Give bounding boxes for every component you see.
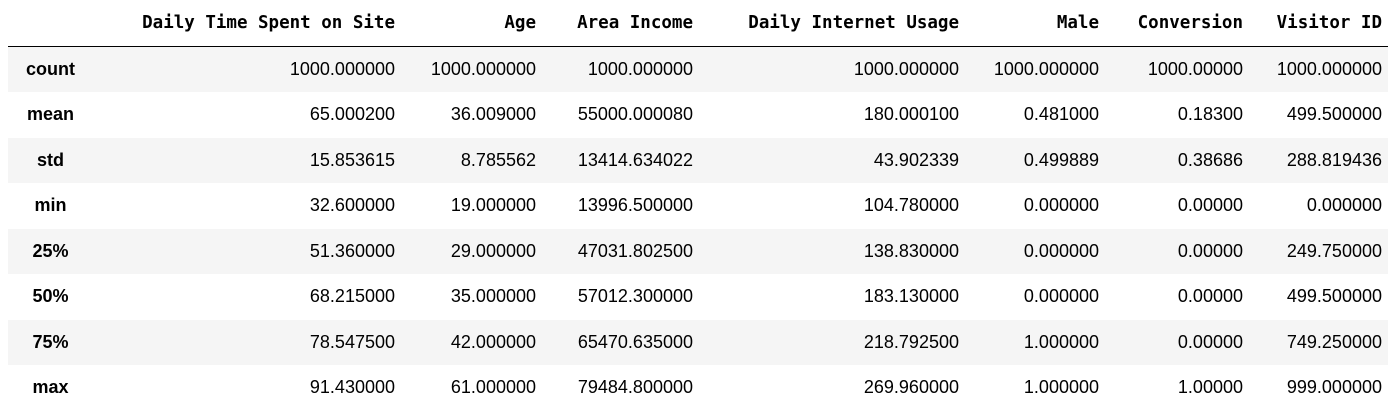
table-cell: 0.000000 <box>965 228 1105 274</box>
table-cell: 0.481000 <box>965 92 1105 138</box>
table-header: Daily Time Spent on Site Age Area Income… <box>8 0 1388 47</box>
column-header: Area Income <box>542 0 699 47</box>
table-row: 25% 51.360000 29.000000 47031.802500 138.830… <box>8 228 1388 274</box>
table-cell: 1000.00000 <box>1105 46 1249 92</box>
table-cell: 35.000000 <box>401 274 542 320</box>
table-cell: 61.000000 <box>401 365 542 410</box>
header-row: Daily Time Spent on Site Age Area Income… <box>8 0 1388 47</box>
table-cell: 249.750000 <box>1249 228 1388 274</box>
table-cell: 51.360000 <box>93 228 401 274</box>
table-cell: 68.215000 <box>93 274 401 320</box>
table-cell: 65.000200 <box>93 92 401 138</box>
row-label: min <box>8 183 93 229</box>
row-label: max <box>8 365 93 410</box>
table-cell: 0.38686 <box>1105 137 1249 183</box>
table-cell: 13996.500000 <box>542 183 699 229</box>
table-body: count 1000.000000 1000.000000 1000.000000 10… <box>8 46 1388 410</box>
row-label: 75% <box>8 319 93 365</box>
describe-table: Daily Time Spent on Site Age Area Income… <box>8 0 1388 410</box>
table-row: mean 65.000200 36.009000 55000.000080 180.00… <box>8 92 1388 138</box>
table-cell: 1.00000 <box>1105 365 1249 410</box>
table-cell: 43.902339 <box>699 137 965 183</box>
table-cell: 29.000000 <box>401 228 542 274</box>
table-cell: 78.547500 <box>93 319 401 365</box>
column-header: Daily Time Spent on Site <box>93 0 401 47</box>
table-row: min 32.600000 19.000000 13996.500000 104.780… <box>8 183 1388 229</box>
table-cell: 138.830000 <box>699 228 965 274</box>
table-cell: 1000.000000 <box>542 46 699 92</box>
table-cell: 1000.000000 <box>965 46 1105 92</box>
column-header: Age <box>401 0 542 47</box>
table-cell: 91.430000 <box>93 365 401 410</box>
row-label: std <box>8 137 93 183</box>
row-label: 50% <box>8 274 93 320</box>
table-cell: 0.00000 <box>1105 319 1249 365</box>
table-cell: 79484.800000 <box>542 365 699 410</box>
table-cell: 0.18300 <box>1105 92 1249 138</box>
table-cell: 999.000000 <box>1249 365 1388 410</box>
table-cell: 0.499889 <box>965 137 1105 183</box>
table-cell: 1000.000000 <box>1249 46 1388 92</box>
table-cell: 1.000000 <box>965 365 1105 410</box>
table-row: max 91.430000 61.000000 79484.800000 269.960… <box>8 365 1388 410</box>
table-cell: 0.000000 <box>965 183 1105 229</box>
table-cell: 42.000000 <box>401 319 542 365</box>
table-row: std 15.853615 8.785562 13414.634022 43.90233… <box>8 137 1388 183</box>
table-cell: 0.000000 <box>1249 183 1388 229</box>
table-cell: 1000.000000 <box>401 46 542 92</box>
table-cell: 57012.300000 <box>542 274 699 320</box>
table-cell: 15.853615 <box>93 137 401 183</box>
table-cell: 1000.000000 <box>699 46 965 92</box>
table-cell: 749.250000 <box>1249 319 1388 365</box>
column-header: Male <box>965 0 1105 47</box>
table-cell: 32.600000 <box>93 183 401 229</box>
index-header-corner <box>8 0 93 47</box>
table-cell: 499.500000 <box>1249 274 1388 320</box>
table-cell: 1000.000000 <box>93 46 401 92</box>
table-cell: 36.009000 <box>401 92 542 138</box>
table-cell: 1.000000 <box>965 319 1105 365</box>
table-cell: 55000.000080 <box>542 92 699 138</box>
table-cell: 104.780000 <box>699 183 965 229</box>
table-row: 75% 78.547500 42.000000 65470.635000 218.792… <box>8 319 1388 365</box>
row-label: mean <box>8 92 93 138</box>
table-cell: 8.785562 <box>401 137 542 183</box>
table-row: 50% 68.215000 35.000000 57012.300000 183.130… <box>8 274 1388 320</box>
table-cell: 19.000000 <box>401 183 542 229</box>
table-cell: 0.00000 <box>1105 183 1249 229</box>
table-cell: 218.792500 <box>699 319 965 365</box>
column-header: Visitor ID <box>1249 0 1388 47</box>
table-cell: 13414.634022 <box>542 137 699 183</box>
table-cell: 47031.802500 <box>542 228 699 274</box>
table-cell: 180.000100 <box>699 92 965 138</box>
table-cell: 183.130000 <box>699 274 965 320</box>
row-label: 25% <box>8 228 93 274</box>
table-cell: 0.00000 <box>1105 274 1249 320</box>
table-row: count 1000.000000 1000.000000 1000.000000 10… <box>8 46 1388 92</box>
table-cell: 269.960000 <box>699 365 965 410</box>
column-header: Daily Internet Usage <box>699 0 965 47</box>
table-cell: 0.000000 <box>965 274 1105 320</box>
table-cell: 288.819436 <box>1249 137 1388 183</box>
table-cell: 0.00000 <box>1105 228 1249 274</box>
table-cell: 65470.635000 <box>542 319 699 365</box>
table-cell: 499.500000 <box>1249 92 1388 138</box>
row-label: count <box>8 46 93 92</box>
column-header: Conversion <box>1105 0 1249 47</box>
